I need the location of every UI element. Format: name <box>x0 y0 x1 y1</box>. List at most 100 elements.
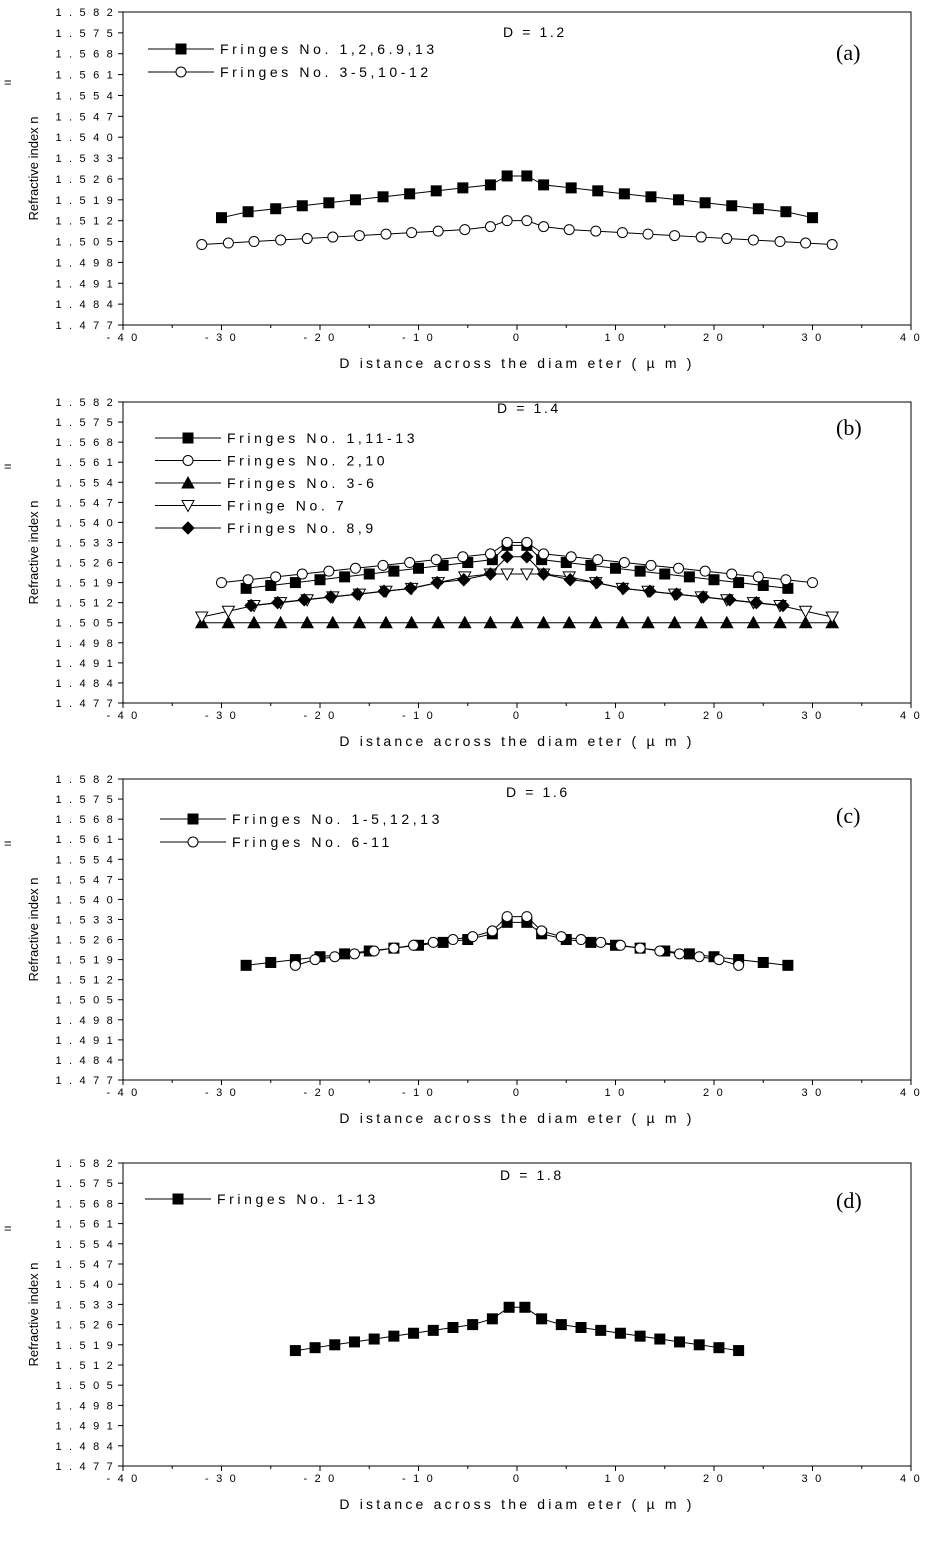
data-point <box>348 948 360 960</box>
y-tick-label: 1 . 5 6 8 <box>55 814 115 826</box>
x-tick-label: 1 0 <box>605 332 627 344</box>
data-point <box>275 234 287 246</box>
data-point <box>501 911 513 923</box>
x-axis-label: D istance across the diam eter ( µ m ) <box>339 1496 694 1512</box>
y-tick-label: 1 . 4 9 1 <box>55 1421 115 1433</box>
data-point <box>565 182 577 194</box>
y-tick-label: 1 . 5 6 8 <box>55 1198 115 1210</box>
series-1 <box>240 916 794 971</box>
legend-entry: Fringes No. 1,11-13 <box>155 430 414 446</box>
y-tick-label: 1 . 5 1 9 <box>55 195 115 207</box>
data-point <box>270 203 282 215</box>
legend-label: Fringes No. 3-6 <box>227 475 377 491</box>
data-point <box>645 559 657 571</box>
series-line <box>221 175 813 219</box>
data-point <box>694 615 709 629</box>
data-point <box>486 925 498 937</box>
data-point <box>194 611 209 625</box>
data-point <box>536 925 548 937</box>
data-point <box>618 557 630 569</box>
y-tick-label: 1 . 5 4 7 <box>55 1259 115 1271</box>
data-point <box>501 215 513 227</box>
data-point <box>300 615 315 629</box>
series-line <box>295 916 739 966</box>
data-point <box>404 557 416 569</box>
x-tick-label: - 3 0 <box>205 710 238 722</box>
data-point <box>324 590 338 604</box>
legend-marker <box>181 475 195 489</box>
data-point <box>484 179 496 191</box>
data-point <box>749 595 764 610</box>
data-point <box>221 615 236 629</box>
x-tick-label: 4 0 <box>900 710 922 722</box>
data-point <box>615 615 630 629</box>
data-point <box>406 227 418 239</box>
legend-marker <box>187 813 199 825</box>
x-tick-label: 2 0 <box>703 1087 725 1099</box>
y-tick-label: 1 . 5 6 1 <box>55 1219 115 1231</box>
data-point <box>733 1345 745 1357</box>
data-point <box>430 554 442 566</box>
data-point <box>634 1330 646 1342</box>
x-tick-label: 3 0 <box>802 332 824 344</box>
data-point <box>774 236 786 248</box>
data-point <box>674 1336 686 1348</box>
data-point <box>377 559 389 571</box>
y-axis-label: Refractive index n <box>26 116 41 220</box>
data-point <box>216 577 227 589</box>
data-point <box>521 215 533 227</box>
data-point <box>575 1321 587 1333</box>
x-tick-label: 1 0 <box>605 1087 627 1099</box>
y-tick-label: 1 . 5 0 5 <box>55 1380 115 1392</box>
data-point <box>826 239 838 251</box>
data-point <box>431 615 446 629</box>
data-point <box>437 936 449 948</box>
x-axis-label: D istance across the diam eter ( µ m ) <box>339 1110 694 1126</box>
y-tick-label: 1 . 5 1 9 <box>55 578 115 590</box>
data-point <box>484 221 496 233</box>
data-point <box>404 615 419 629</box>
data-point <box>222 237 234 249</box>
y-tick-label: 1 . 5 7 5 <box>55 417 115 429</box>
y-tick-label: 1 . 5 6 8 <box>55 437 115 449</box>
data-point <box>242 574 254 586</box>
x-tick-label: - 1 0 <box>402 710 435 722</box>
data-point <box>483 615 498 629</box>
data-point <box>673 194 685 206</box>
data-point <box>614 939 626 951</box>
data-point <box>726 200 738 212</box>
legend-entry: Fringes No. 1-13 <box>145 1191 375 1207</box>
data-point <box>782 959 794 971</box>
data-point <box>500 550 514 564</box>
legend-label: Fringe No. 7 <box>227 498 347 514</box>
y-tick-label: 1 . 4 7 7 <box>55 1461 115 1473</box>
data-point <box>618 188 630 200</box>
data-point <box>776 598 790 613</box>
data-point <box>536 1313 548 1325</box>
series-1 <box>289 1301 745 1357</box>
data-point <box>726 568 738 580</box>
data-point <box>733 577 745 589</box>
data-point <box>696 590 710 604</box>
series-line <box>201 220 833 246</box>
data-point <box>616 227 628 239</box>
y-tick-label: 1 . 5 3 3 <box>55 914 115 926</box>
data-point <box>588 615 603 629</box>
x-tick-label: - 1 0 <box>402 1087 435 1099</box>
data-point <box>674 948 686 960</box>
x-tick-label: - 2 0 <box>303 1473 336 1485</box>
y-tick-label: 1 . 5 2 6 <box>55 174 115 186</box>
y-tick-label: 1 . 4 8 4 <box>55 299 115 311</box>
data-point <box>221 605 236 619</box>
x-tick-label: 2 0 <box>703 332 725 344</box>
data-point <box>565 551 577 563</box>
y-axis-label: Refractive index n <box>26 877 41 981</box>
x-tick-label: 3 0 <box>802 1473 824 1485</box>
y-tick-label: 1 . 5 8 2 <box>55 1158 115 1170</box>
data-point <box>323 565 335 577</box>
legend-label: Fringes No. 8,9 <box>227 520 377 536</box>
data-point <box>380 228 392 240</box>
data-point <box>248 236 260 248</box>
data-point <box>752 571 764 583</box>
legend-entry: Fringes No. 3-6 <box>155 475 377 491</box>
